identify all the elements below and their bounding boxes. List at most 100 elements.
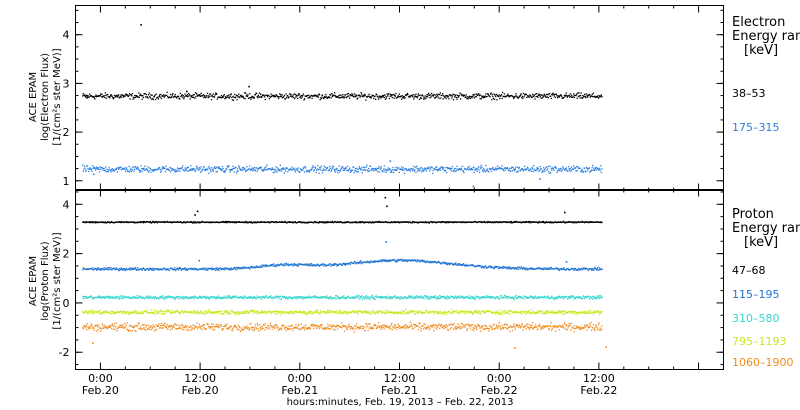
data-point [253, 166, 255, 169]
data-point [104, 310, 106, 313]
data-point [350, 95, 352, 97]
data-point [189, 98, 191, 100]
data-point [423, 96, 425, 99]
data-point [477, 168, 479, 170]
data-point [356, 171, 358, 173]
data-point [157, 98, 160, 100]
data-point [118, 298, 120, 300]
data-point [360, 262, 362, 264]
data-point [126, 312, 128, 314]
data-point [230, 313, 232, 315]
data-point [576, 170, 578, 172]
data-point [550, 172, 552, 174]
data-point [113, 267, 115, 269]
data-point [215, 269, 217, 272]
data-point [511, 166, 513, 168]
data-point [122, 268, 124, 270]
data-point [339, 298, 341, 300]
data-point [541, 94, 543, 96]
data-point [407, 259, 409, 261]
data-point [105, 94, 107, 97]
data-point [319, 99, 321, 101]
data-point [553, 95, 555, 97]
data-point [92, 222, 94, 224]
data-point [212, 267, 214, 269]
data-point [495, 93, 497, 96]
data-point [135, 96, 138, 98]
data-point [300, 296, 302, 298]
data-point [529, 296, 531, 299]
data-point [321, 295, 323, 298]
data-point [543, 167, 545, 169]
data-point [569, 96, 571, 98]
data-point [404, 97, 406, 99]
data-point [523, 96, 525, 98]
data-point [178, 296, 180, 298]
data-point [533, 94, 536, 96]
data-point [421, 171, 423, 173]
data-point [500, 168, 503, 170]
data-point [82, 170, 84, 172]
data-point [448, 264, 451, 266]
data-point [107, 267, 109, 269]
data-point [256, 167, 258, 169]
data-point [361, 221, 363, 224]
data-point [103, 167, 105, 170]
data-point [102, 169, 104, 172]
data-point [581, 97, 583, 99]
data-point [298, 263, 300, 265]
data-point [331, 220, 333, 222]
data-point [372, 297, 374, 299]
data-point [152, 268, 154, 270]
data-point [567, 166, 570, 168]
data-point [462, 297, 465, 299]
data-point [411, 259, 414, 261]
data-point [522, 92, 525, 95]
data-point [380, 260, 382, 262]
electron-ylabel-line1: ACE EPAM [28, 72, 39, 122]
data-point [247, 222, 249, 224]
data-point [174, 311, 176, 313]
proton-legend-item: 115–195 [732, 288, 780, 301]
data-point [149, 168, 151, 170]
data-point [169, 171, 172, 173]
data-point [349, 167, 351, 169]
data-point [346, 96, 348, 99]
data-point [583, 95, 585, 98]
data-point [571, 222, 574, 224]
data-point [484, 267, 486, 269]
data-point [311, 167, 313, 169]
data-point [135, 166, 137, 168]
data-point [484, 95, 486, 97]
data-point [444, 221, 447, 224]
data-point [312, 265, 314, 267]
data-point [409, 297, 411, 299]
data-point [555, 167, 557, 170]
data-point [191, 168, 193, 170]
data-point [421, 261, 424, 263]
data-point [403, 172, 406, 174]
data-point [589, 96, 592, 98]
data-point [90, 95, 93, 97]
data-point [455, 170, 458, 172]
data-point [537, 94, 540, 96]
data-point [256, 170, 258, 172]
data-point [536, 297, 538, 299]
data-point [220, 268, 222, 270]
data-point [235, 266, 238, 269]
data-point [372, 168, 374, 170]
data-point [527, 95, 529, 97]
data-point [113, 297, 115, 299]
data-point [459, 168, 462, 171]
data-point [127, 95, 130, 98]
data-point [247, 297, 249, 299]
data-point [306, 94, 309, 97]
data-point [91, 297, 93, 299]
data-point [204, 296, 206, 298]
data-point [593, 267, 596, 269]
data-point [148, 296, 150, 298]
data-point [413, 295, 415, 298]
data-point [377, 98, 380, 100]
data-point [455, 94, 457, 96]
data-point [401, 296, 403, 298]
